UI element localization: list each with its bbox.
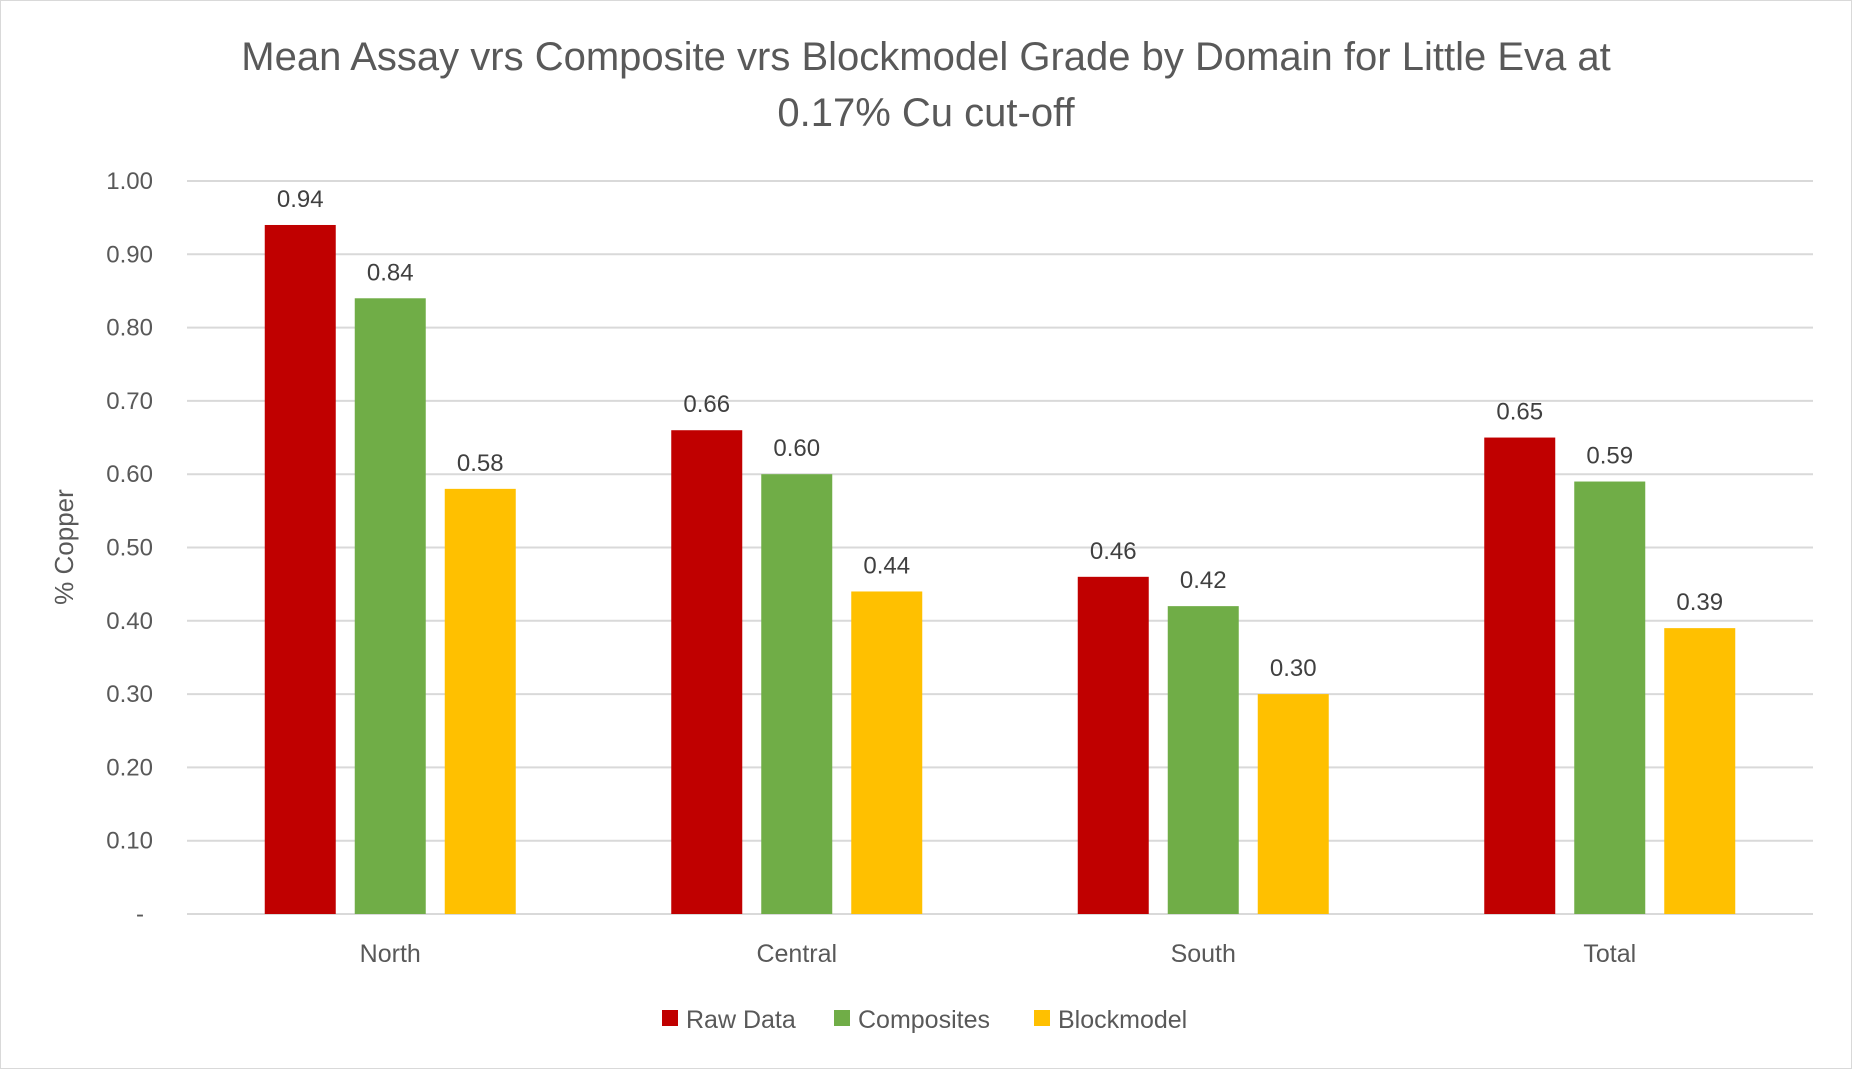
data-label: 0.59 (1586, 443, 1633, 470)
x-category-label: Total (1583, 940, 1636, 968)
bar-raw-data (671, 430, 743, 914)
y-tick-label: 0.30 (106, 681, 153, 708)
bar-blockmodel (444, 488, 516, 914)
data-label: 0.84 (367, 259, 414, 286)
data-label: 0.42 (1180, 567, 1227, 594)
data-label: 0.58 (457, 450, 504, 477)
legend-label: Composites (858, 1006, 990, 1034)
legend-swatch (662, 1010, 678, 1026)
data-label: 0.60 (773, 435, 820, 462)
chart-title-line-2: 0.17% Cu cut-off (777, 91, 1075, 135)
y-tick-label: 0.50 (106, 535, 153, 562)
data-label: 0.44 (863, 552, 910, 579)
bar-blockmodel (1664, 628, 1736, 914)
bar-raw-data (1077, 576, 1149, 914)
data-label: 0.94 (277, 186, 324, 213)
data-label: 0.30 (1270, 655, 1317, 682)
y-tick-label: 0.60 (106, 461, 153, 488)
bar-composites (354, 298, 426, 914)
y-axis-title: % Copper (49, 489, 79, 605)
bar-raw-data (1484, 437, 1556, 914)
chart-title-line-1: Mean Assay vrs Composite vrs Blockmodel … (241, 35, 1610, 79)
y-tick-label: 0.20 (106, 754, 153, 781)
y-tick-label: 0.70 (106, 388, 153, 415)
y-tick-label: 1.00 (106, 168, 153, 195)
y-tick-label: 0.10 (106, 828, 153, 855)
bar-blockmodel (1257, 694, 1329, 914)
data-label: 0.65 (1496, 399, 1543, 426)
x-category-label: North (360, 940, 421, 968)
data-label: 0.39 (1676, 589, 1723, 616)
x-category-label: South (1171, 940, 1236, 968)
bar-composites (761, 474, 833, 914)
bar-composites (1574, 481, 1646, 914)
x-category-label: Central (756, 940, 837, 968)
bar-composites (1167, 606, 1239, 914)
data-label: 0.66 (683, 391, 730, 418)
y-tick-label: - (136, 901, 144, 928)
bar-raw-data (264, 224, 336, 915)
y-tick-label: 0.80 (106, 315, 153, 342)
y-tick-label: 0.90 (106, 241, 153, 268)
legend-swatch (834, 1010, 850, 1026)
legend-swatch (1034, 1010, 1050, 1026)
legend-label: Blockmodel (1058, 1006, 1187, 1034)
bar-blockmodel (851, 591, 923, 914)
data-label: 0.46 (1090, 538, 1137, 565)
legend-label: Raw Data (686, 1006, 796, 1034)
y-tick-label: 0.40 (106, 608, 153, 635)
